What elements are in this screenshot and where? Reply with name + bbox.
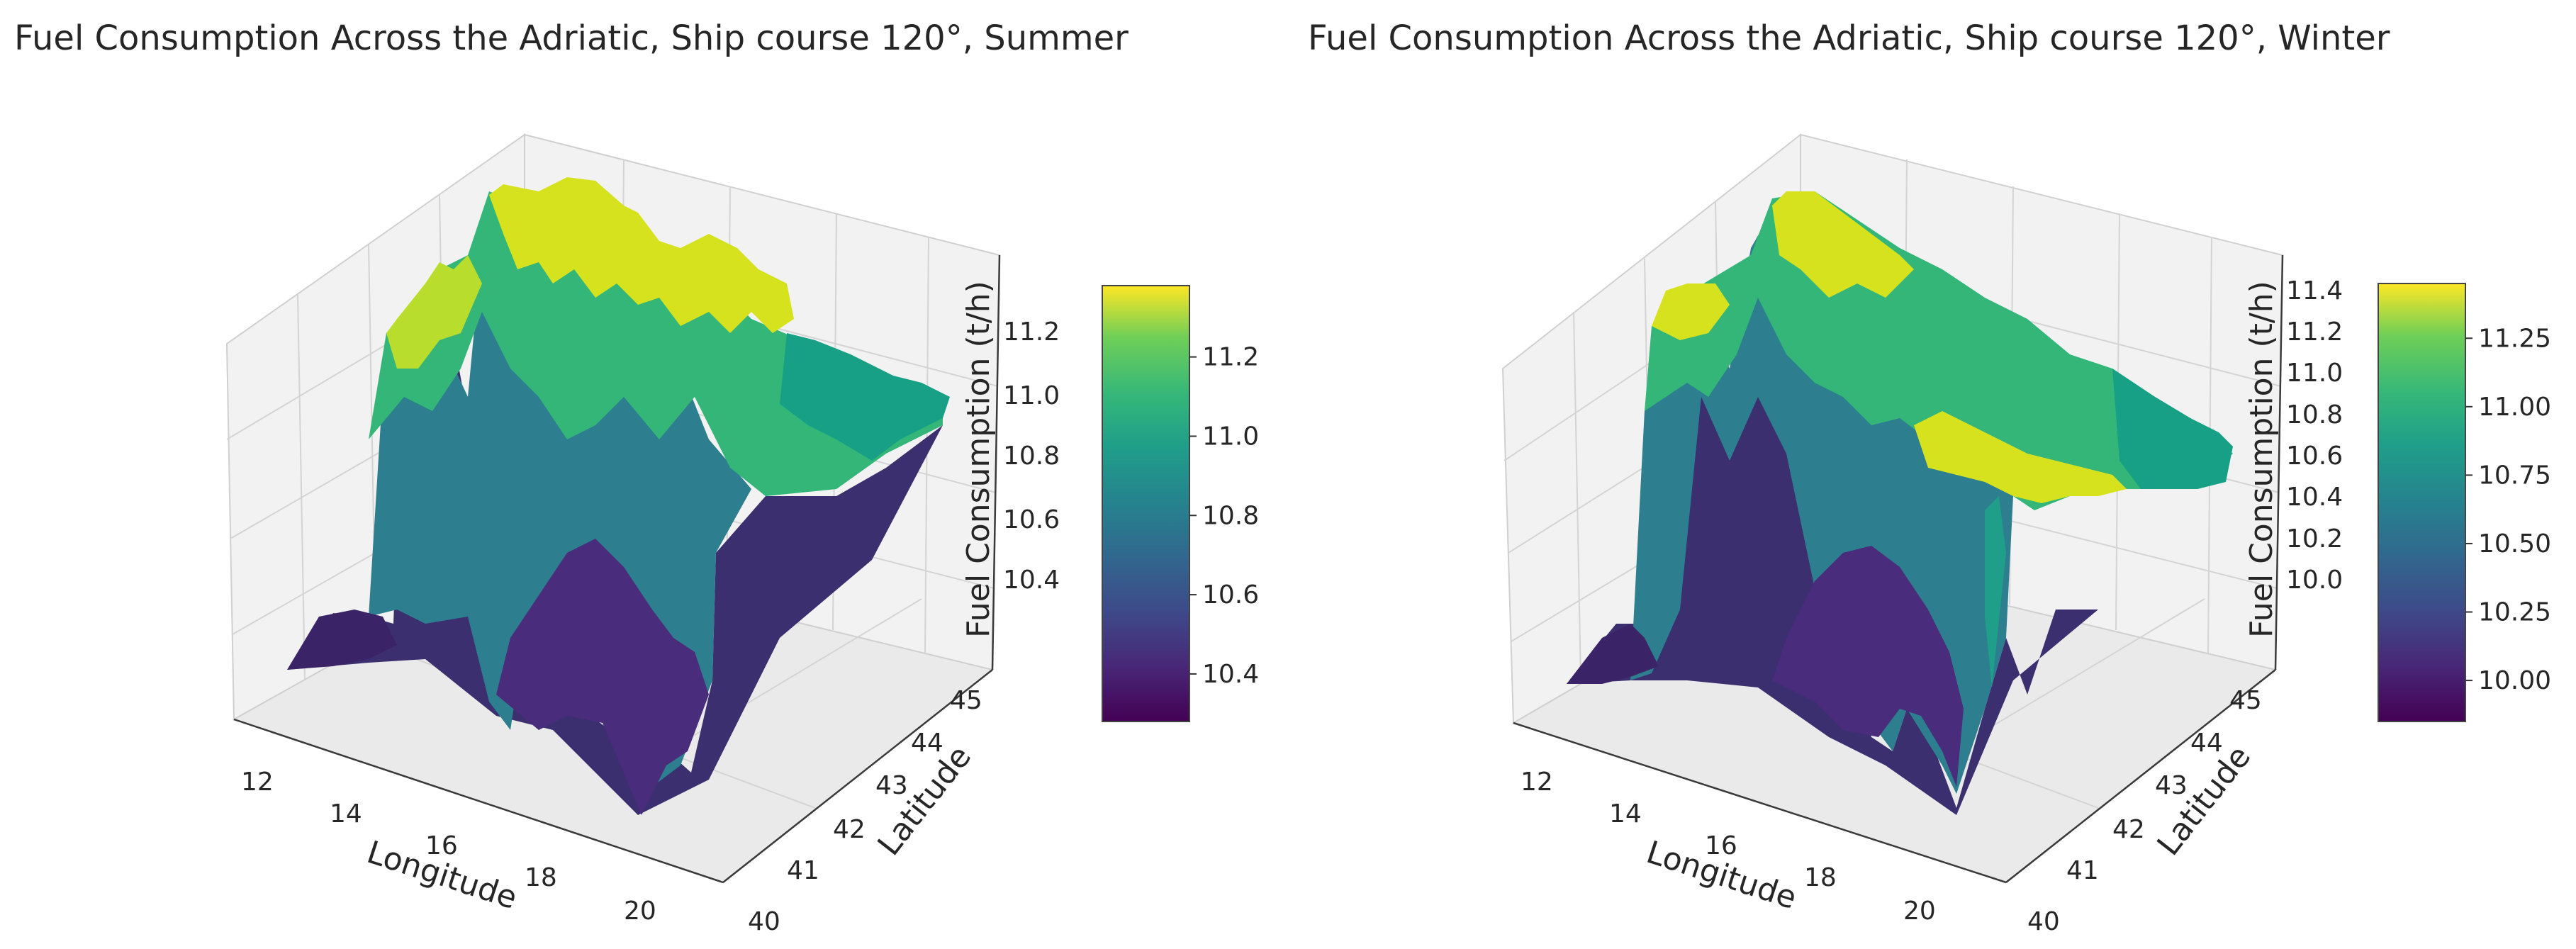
y-tick-label: 43 (875, 771, 908, 800)
x-axis-line (233, 718, 724, 884)
colorbar-tick-label: 10.00 (2478, 666, 2551, 695)
z-tick-label: 10.8 (2286, 400, 2343, 429)
x-tick-label: 14 (330, 799, 362, 829)
colorbar-tick-label: 10.6 (1202, 580, 1259, 610)
z-tick-label: 11.4 (2286, 276, 2343, 305)
colorbar-tick-label: 10.8 (1202, 501, 1259, 530)
surface-plot (287, 177, 950, 815)
x-axis-line (1513, 721, 2007, 884)
x-tick-label: 20 (624, 897, 656, 926)
surface-low-west (1567, 624, 1659, 684)
y-ticks: 40 41 42 43 44 45 (2027, 686, 2262, 936)
z-ticks: 10.4 10.6 10.8 11.0 11.2 (1003, 318, 1060, 595)
y-tick-label: 44 (2190, 729, 2223, 758)
x-tick-label: 18 (525, 863, 557, 892)
z-ticks: 10.0 10.2 10.4 10.6 10.8 11.0 11.2 11.4 (2286, 276, 2343, 595)
chart-winter: Fuel Consumption Across the Adriatic, Sh… (1308, 18, 2551, 936)
colorbar-tick-label: 10.25 (2478, 598, 2551, 627)
grid-line (297, 293, 306, 681)
colorbar-tick-label: 11.2 (1202, 343, 1259, 372)
y-tick-label: 41 (787, 856, 819, 885)
z-tick-label: 11.0 (2286, 359, 2343, 388)
axis-lines (233, 254, 1001, 884)
y-axis-line (2005, 669, 2276, 883)
colorbar-gradient (2378, 283, 2466, 722)
axis-lines (1513, 254, 2284, 884)
x-tick-label: 14 (1609, 799, 1642, 829)
colorbar-tick-label: 10.50 (2478, 529, 2551, 558)
y-tick-label: 42 (2112, 815, 2145, 844)
x-tick-label: 20 (1903, 897, 1936, 926)
colorbar-tick-label: 10.4 (1202, 660, 1259, 689)
z-tick-label: 10.4 (2286, 483, 2343, 512)
z-tick-label: 10.2 (2286, 524, 2343, 554)
colorbar: 10.4 10.6 10.8 11.0 11.2 (1102, 285, 1259, 722)
surface-peak (489, 177, 794, 333)
surface-east-tail (780, 333, 950, 461)
colorbar: 10.00 10.25 10.50 10.75 11.00 11.25 (2378, 283, 2551, 722)
y-tick-label: 42 (833, 815, 866, 844)
x-tick-label: 12 (241, 768, 274, 797)
surface-green (369, 191, 943, 496)
y-tick-label: 44 (911, 729, 943, 758)
y-axis-line (722, 669, 993, 883)
z-tick-label: 10.0 (2286, 566, 2343, 595)
colorbar-tick-label: 10.75 (2478, 461, 2551, 490)
y-tick-label: 43 (2155, 771, 2188, 800)
colorbar-ticks: 10.00 10.25 10.50 10.75 11.00 11.25 (2465, 324, 2551, 695)
x-tick-label: 18 (1804, 863, 1837, 892)
colorbar-tick-label: 11.00 (2478, 393, 2551, 422)
x-ticks: 12 14 16 18 20 (241, 768, 656, 926)
surface-green (1645, 191, 2233, 510)
z-axis-label: Fuel Consumption (t/h) (2244, 281, 2280, 638)
y-ticks: 40 41 42 43 44 45 (748, 686, 982, 936)
y-tick-label: 40 (2027, 907, 2060, 936)
x-tick-label: 16 (425, 831, 458, 860)
z-tick-label: 11.0 (1003, 381, 1060, 410)
z-tick-label: 11.2 (1003, 318, 1060, 347)
z-axis-label: Fuel Consumption (t/h) (961, 281, 997, 638)
colorbar-tick-label: 11.0 (1202, 422, 1259, 451)
colorbar-gradient (1102, 285, 1190, 722)
surface-deep-trough (496, 539, 709, 815)
surface-low-west (287, 610, 397, 670)
z-tick-label: 10.4 (1003, 566, 1060, 595)
x-tick-label: 12 (1521, 768, 1553, 797)
surface-plot (1567, 191, 2233, 815)
surface-peak (1652, 191, 2127, 503)
surface-spike (1985, 496, 2006, 687)
chart-title: Fuel Consumption Across the Adriatic, Sh… (1308, 18, 2390, 58)
surface-east-tail (2112, 369, 2233, 489)
z-tick-label: 10.8 (1003, 442, 1060, 471)
z-tick-label: 10.6 (1003, 505, 1060, 534)
chart-summer: Fuel Consumption Across the Adriatic, Sh… (14, 18, 1259, 936)
colorbar-ticks: 10.4 10.6 10.8 11.0 11.2 (1189, 343, 1259, 689)
y-tick-label: 41 (2066, 856, 2099, 885)
grid-line (1573, 311, 1581, 681)
z-tick-label: 10.6 (2286, 442, 2343, 471)
x-ticks: 12 14 16 18 20 (1521, 768, 1936, 926)
surface-shadow (1567, 354, 2098, 815)
surface-deep-trough (1772, 546, 1964, 787)
x-tick-label: 16 (1705, 831, 1737, 860)
y-tick-label: 45 (2229, 686, 2262, 715)
chart-title: Fuel Consumption Across the Adriatic, Sh… (14, 18, 1129, 58)
z-tick-label: 11.2 (2286, 318, 2343, 347)
y-tick-label: 45 (950, 686, 982, 715)
colorbar-tick-label: 11.25 (2478, 324, 2551, 353)
z-axis-line (991, 254, 1001, 670)
z-axis-line (2274, 254, 2284, 670)
surface-ridge-left (386, 255, 482, 369)
y-tick-label: 40 (748, 907, 780, 936)
